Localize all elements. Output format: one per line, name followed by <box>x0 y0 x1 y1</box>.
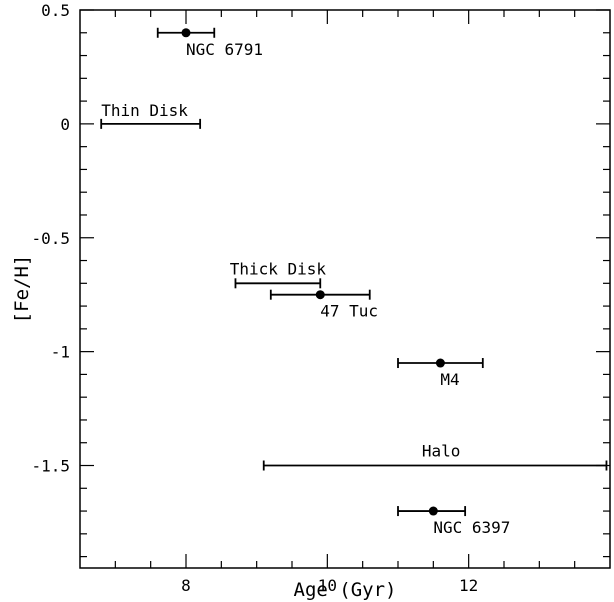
range-label-thick-disk: Thick Disk <box>230 259 327 278</box>
range-thick-disk <box>234 278 322 289</box>
cluster-point-ngc-6397 <box>428 506 438 516</box>
range-thin-disk <box>100 118 202 129</box>
x-axis-label: Age (Gyr) <box>294 579 397 601</box>
plot-frame <box>79 9 611 569</box>
y-tick-label: 0 <box>60 115 70 134</box>
mark-labels: Thin Disk Thick Disk Halo NGC 6791 47 Tuc M4 N… <box>101 40 510 537</box>
cluster-label-ngc-6791: NGC 6791 <box>186 40 263 59</box>
x-tick-label: 12 <box>459 576 478 595</box>
cluster-point-m4 <box>435 358 445 368</box>
cluster-label-m4: M4 <box>440 370 459 389</box>
y-tick-label: -1.5 <box>31 457 70 476</box>
range-label-halo: Halo <box>422 442 461 461</box>
x-tick-label: 10 <box>318 576 337 595</box>
y-tick-label: -0.5 <box>31 229 70 248</box>
y-axis-label: [Fe/H] <box>11 255 33 324</box>
range-label-thin-disk: Thin Disk <box>101 101 188 120</box>
plot-border <box>79 9 611 569</box>
axis-ticks <box>80 9 610 568</box>
range-halo <box>262 460 608 471</box>
cluster-point-ngc-6791 <box>181 28 191 38</box>
cluster-label-ngc-6397: NGC 6397 <box>433 518 510 537</box>
tick-labels: 8 10 12 0.5 0 -0.5 -1 -1.5 <box>31 1 478 595</box>
cluster-label-47-tuc: 47 Tuc <box>320 302 378 321</box>
cluster-point-47-tuc <box>315 290 325 300</box>
y-tick-label: -1 <box>51 343 70 362</box>
y-tick-label: 0.5 <box>41 1 70 20</box>
data-marks <box>100 27 608 517</box>
x-tick-label: 8 <box>181 576 191 595</box>
